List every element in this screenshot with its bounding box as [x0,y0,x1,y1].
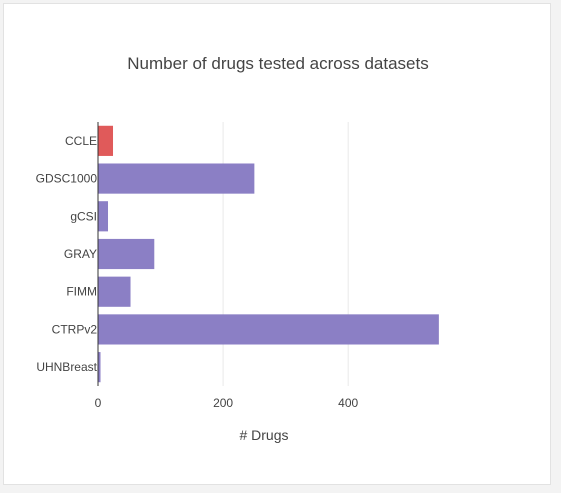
x-tick-label: 400 [338,396,358,410]
bar [98,276,131,307]
x-tick-label: 200 [213,396,233,410]
category-label: GDSC1000 [36,172,98,186]
gridlines [222,122,349,386]
x-tick-label: 0 [95,396,102,410]
bar [98,163,255,194]
bar [98,314,439,345]
bar [98,238,155,270]
category-label: GRAY [64,247,97,261]
chart-card: Number of drugs tested across datasets 0… [3,3,551,485]
bar [98,125,114,156]
bar-chart: 0 200 400 CCLE GDSC1000 gCSI GRAY FIMM CTRPv2 UHN… [36,122,439,443]
category-label: CCLE [65,134,97,148]
bar [98,352,101,383]
bar [98,201,109,232]
x-axis-title: # Drugs [239,427,288,443]
bars [98,125,439,383]
category-label: CTRPv2 [52,322,98,336]
category-label: gCSI [70,209,97,223]
labels: 0 200 400 CCLE GDSC1000 gCSI GRAY FIMM CTRPv2 UHN… [36,134,359,410]
chart-title: Number of drugs tested across datasets [127,54,429,73]
category-label: FIMM [66,285,97,299]
category-label: UHNBreast [36,360,97,374]
